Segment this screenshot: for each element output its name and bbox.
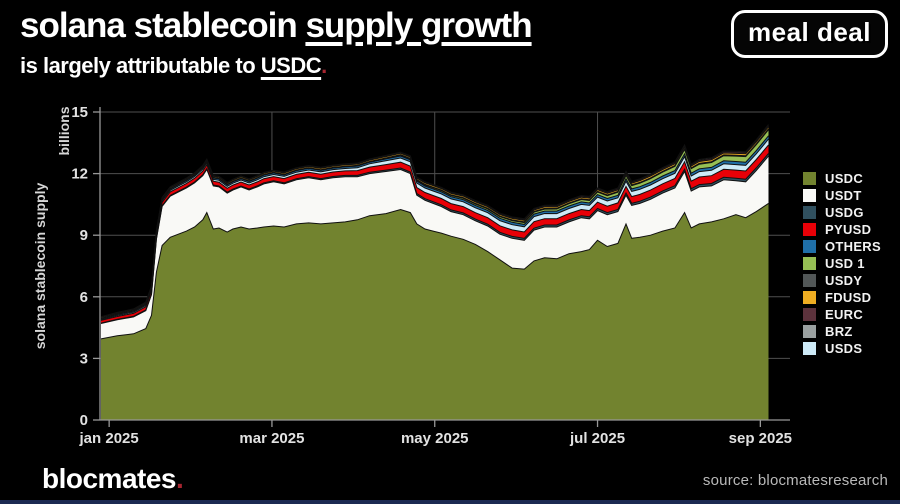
y-tick-label: 6 (80, 289, 88, 306)
subtitle-underlined: USDC (260, 53, 322, 78)
legend-label: PYUSD (825, 222, 872, 237)
y-tick-label: 0 (80, 412, 88, 429)
legend-swatch (803, 342, 816, 355)
legend-swatch (803, 223, 816, 236)
legend-swatch (803, 240, 816, 253)
legend-swatch (803, 206, 816, 219)
legend-label: USDC (825, 171, 864, 186)
legend-label: EURC (825, 307, 864, 322)
x-tick-label: mar 2025 (239, 430, 304, 447)
y-tick-label: 9 (80, 227, 88, 244)
area-band-usdc (101, 203, 769, 420)
meal-deal-logo: meal deal (730, 10, 888, 58)
legend-label: USD 1 (825, 256, 865, 271)
page-subtitle: is largely attributable to USDC. (20, 53, 327, 79)
y-tick-label: 3 (80, 350, 88, 367)
legend-item: USDG (803, 204, 881, 221)
x-tick-label: jan 2025 (79, 430, 139, 447)
x-tick-label: sep 2025 (729, 430, 792, 447)
chart-legend: USDC USDT USDG PYUSD OTHERS USD 1 USDY FDUSD EUR… (803, 170, 881, 357)
legend-label: BRZ (825, 324, 853, 339)
band-edge (100, 202, 769, 340)
legend-swatch (803, 189, 816, 202)
source-text: source: blocmatesresearch (702, 472, 888, 489)
y-tick-label: 15 (71, 104, 88, 121)
legend-swatch (803, 274, 816, 287)
y-tick-label: 12 (71, 166, 88, 183)
legend-label: USDT (825, 188, 862, 203)
legend-item: USDS (803, 340, 881, 357)
band-edge (100, 124, 769, 318)
area-band-usdt (101, 156, 769, 339)
x-tick-label: may 2025 (401, 430, 469, 447)
blocmates-logo: blocmates. (42, 463, 184, 495)
legend-item: BRZ (803, 323, 881, 340)
legend-label: USDY (825, 273, 863, 288)
page-title: solana stablecoin supply growth (20, 6, 533, 46)
band-edge (100, 128, 769, 319)
legend-item: USDY (803, 272, 881, 289)
legend-label: USDG (825, 205, 864, 220)
legend-label: USDS (825, 341, 863, 356)
legend-swatch (803, 325, 816, 338)
x-tick-label: jul 2025 (569, 430, 625, 447)
legend-swatch (803, 172, 816, 185)
subtitle-period: . (321, 53, 327, 78)
legend-item: EURC (803, 306, 881, 323)
legend-swatch (803, 308, 816, 321)
title-underlined: supply growth (305, 6, 532, 45)
legend-label: OTHERS (825, 239, 881, 254)
tick-labels-group: 0 3 6 9 12 15 jan 2025 mar 2025 may 2025 jul 2025… (71, 104, 792, 447)
legend-item: USD 1 (803, 255, 881, 272)
legend-item: USDC (803, 170, 881, 187)
y-axis-label: solana stablecoin supply (32, 183, 48, 350)
band-edge (100, 153, 769, 324)
brand-text: blocmates (42, 463, 177, 494)
brand-period: . (176, 463, 184, 494)
band-edges-group (100, 124, 769, 340)
subtitle-plain: is largely attributable to (20, 53, 261, 78)
legend-swatch (803, 257, 816, 270)
title-plain: solana stablecoin (20, 6, 306, 45)
legend-item: OTHERS (803, 238, 881, 255)
band-edge (100, 144, 769, 321)
y-unit-label: billions (56, 106, 72, 155)
area-bands-group (101, 124, 769, 420)
axes-group (93, 107, 790, 427)
legend-swatch (803, 291, 816, 304)
band-edge (100, 138, 769, 321)
legend-item: FDUSD (803, 289, 881, 306)
legend-item: USDT (803, 187, 881, 204)
legend-label: FDUSD (825, 290, 872, 305)
bottom-accent-bar (0, 500, 900, 504)
legend-item: PYUSD (803, 221, 881, 238)
